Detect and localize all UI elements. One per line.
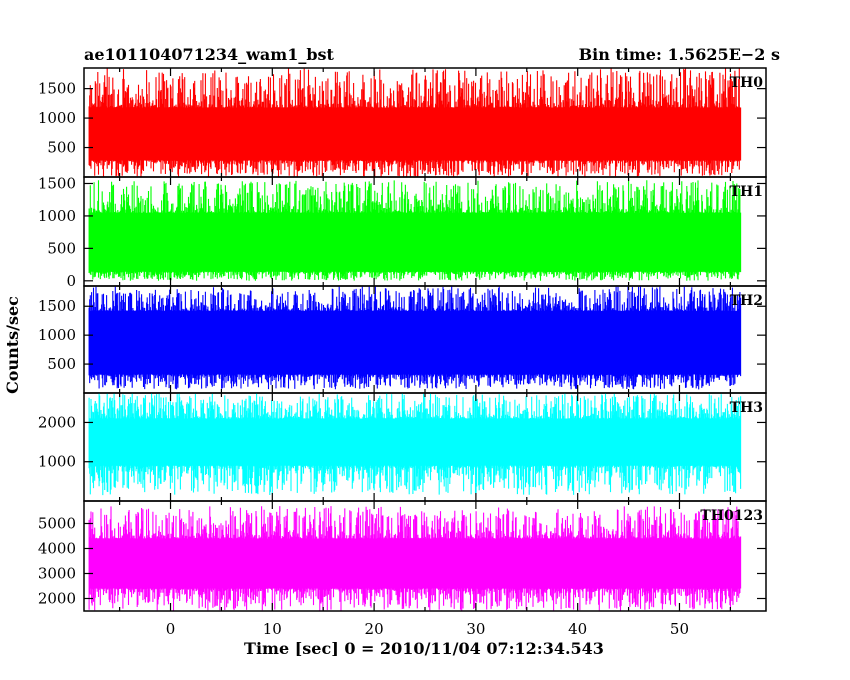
panel-label-th2: TH2 [730, 293, 763, 309]
panel-th2: 500 1000 1500 TH2 [38, 285, 767, 394]
y-axis-title: Counts/sec [3, 296, 22, 394]
y-tick-label: 2000 [38, 590, 76, 608]
panel-th0: 500 1000 1500 TH0 [38, 67, 767, 178]
panel-label-th3: TH3 [730, 400, 763, 416]
x-tick-label: 50 [670, 620, 689, 638]
y-tick-label: 1500 [38, 80, 76, 98]
bin-time-label: Bin time: 1.5625E−2 s [579, 45, 780, 64]
y-tick-label: 0 [66, 272, 76, 290]
x-tick-label: 40 [568, 620, 587, 638]
y-tick-label: 5000 [38, 515, 76, 533]
panel-th0123: 2000 3000 4000 5000 TH0123 [38, 500, 767, 612]
x-tick-label: 30 [466, 620, 485, 638]
y-tick-label: 1000 [38, 326, 76, 344]
series-core-th2 [89, 313, 741, 372]
y-tick-label: 2000 [38, 413, 76, 431]
y-tick-label: 500 [47, 355, 76, 373]
y-tick-label: 1500 [38, 174, 76, 192]
series-core-th0123 [89, 540, 741, 586]
panel-label-th0: TH0 [730, 75, 764, 91]
series-core-th0 [89, 109, 741, 158]
y-tick-label: 3000 [38, 565, 76, 583]
y-tick-label: 1500 [38, 297, 76, 315]
panel-label-th0123: TH0123 [700, 508, 763, 524]
panel-th3: 1000 2000 TH3 [38, 392, 767, 502]
panel-th1: 0 500 1000 1500 TH1 [38, 174, 767, 290]
y-tick-label: 500 [47, 139, 76, 157]
panel-label-th1: TH1 [730, 184, 763, 200]
x-tick-label: 20 [365, 620, 384, 638]
x-axis-title: Time [sec] 0 = 2010/11/04 07:12:34.543 [244, 639, 604, 658]
x-tick-label: 10 [263, 620, 282, 638]
y-tick-label: 1000 [38, 109, 76, 127]
x-tick-label: 0 [166, 620, 176, 638]
y-tick-label: 1000 [38, 207, 76, 225]
series-core-th1 [89, 215, 741, 269]
series-core-th3 [89, 420, 741, 464]
y-tick-label: 1000 [38, 453, 76, 471]
y-tick-label: 4000 [38, 540, 76, 558]
chart-title: ae101104071234_wam1_bst [84, 45, 335, 64]
y-tick-label: 500 [47, 239, 76, 257]
